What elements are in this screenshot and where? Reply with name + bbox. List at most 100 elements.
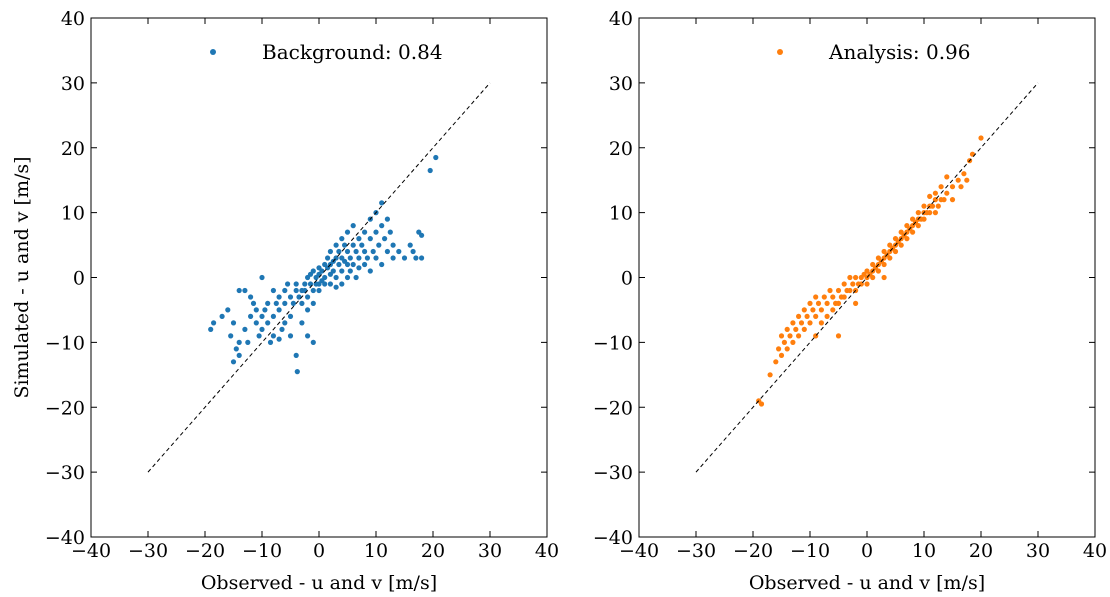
data-point (827, 287, 833, 294)
data-point (333, 274, 339, 281)
data-point (798, 320, 805, 326)
data-point (327, 281, 333, 287)
data-point (259, 313, 265, 319)
data-point (961, 171, 967, 177)
data-point (910, 229, 916, 235)
data-point (941, 197, 947, 203)
legend: Background: 0.84 (210, 40, 443, 64)
data-point (927, 193, 933, 199)
data-point (364, 255, 370, 261)
data-point (299, 320, 305, 326)
data-point (282, 287, 288, 294)
data-point (881, 261, 887, 268)
data-point (835, 287, 842, 294)
data-point (248, 294, 254, 300)
data-point (384, 216, 390, 222)
data-point (253, 307, 259, 313)
data-point (228, 333, 234, 339)
data-point (279, 326, 285, 332)
data-point (347, 255, 353, 261)
data-point (290, 300, 296, 306)
x-tick-label: 40 (535, 540, 559, 562)
data-point (245, 339, 251, 345)
x-tick-label: −40 (71, 540, 111, 562)
y-tick-label: −30 (593, 462, 633, 484)
data-point (864, 281, 870, 287)
y-tick-label: −10 (45, 332, 85, 354)
data-point (841, 294, 847, 300)
data-point (339, 236, 345, 242)
data-point (835, 333, 842, 339)
data-point (356, 236, 362, 242)
legend-label: Analysis: 0.96 (828, 40, 971, 64)
data-point (875, 268, 882, 274)
data-point (824, 313, 830, 319)
data-point (282, 320, 288, 326)
data-point (390, 255, 396, 261)
data-point (419, 232, 425, 238)
data-point (347, 268, 353, 274)
data-point (935, 203, 941, 209)
data-point (342, 242, 348, 248)
data-point (830, 294, 836, 300)
data-point (305, 333, 311, 339)
data-point (427, 167, 433, 174)
data-point (758, 401, 765, 407)
y-tick-label: 20 (61, 138, 85, 160)
data-point (242, 326, 248, 332)
data-point (299, 300, 305, 306)
data-point (773, 359, 779, 365)
data-point (790, 339, 796, 345)
data-point (379, 261, 385, 268)
x-tick-label: −10 (242, 540, 282, 562)
data-point (327, 248, 333, 255)
data-point (370, 248, 376, 255)
data-point (898, 242, 904, 248)
data-point (316, 287, 322, 294)
data-point (801, 326, 807, 332)
data-point (390, 242, 396, 248)
data-point (870, 274, 876, 281)
data-point (285, 281, 291, 287)
data-point (322, 274, 328, 281)
data-point (776, 346, 782, 352)
x-tick-label: −40 (619, 540, 659, 562)
data-point (949, 184, 956, 190)
data-point (830, 307, 836, 313)
data-point (282, 300, 288, 306)
data-point (387, 229, 393, 235)
data-point (367, 268, 373, 274)
data-point (379, 223, 385, 229)
data-point (824, 300, 830, 306)
data-point (818, 307, 825, 313)
data-point (892, 248, 899, 255)
data-point (407, 242, 413, 248)
data-point (276, 336, 282, 342)
data-point (410, 248, 416, 255)
data-point (256, 333, 262, 339)
data-point (333, 284, 339, 290)
data-point (887, 255, 893, 261)
data-point (253, 320, 259, 326)
data-point (344, 261, 351, 268)
data-point (853, 274, 859, 281)
data-point (787, 333, 793, 339)
data-point (796, 313, 802, 319)
data-point (230, 359, 237, 365)
y-tick-label: 40 (61, 8, 85, 30)
data-point (932, 190, 939, 196)
data-point (921, 203, 927, 209)
data-point (208, 326, 214, 332)
x-tick-label: −20 (733, 540, 773, 562)
x-tick-label: −20 (185, 540, 225, 562)
data-point (270, 313, 276, 319)
data-point (265, 300, 271, 306)
data-point (813, 313, 819, 319)
data-point (401, 255, 408, 261)
data-point (262, 307, 268, 313)
y-axis-label: Simulated - u and v [m/s] (11, 156, 33, 398)
data-point (949, 197, 956, 203)
identity-line (695, 82, 1039, 473)
x-tick-label: 10 (912, 540, 936, 562)
data-point (276, 294, 282, 300)
